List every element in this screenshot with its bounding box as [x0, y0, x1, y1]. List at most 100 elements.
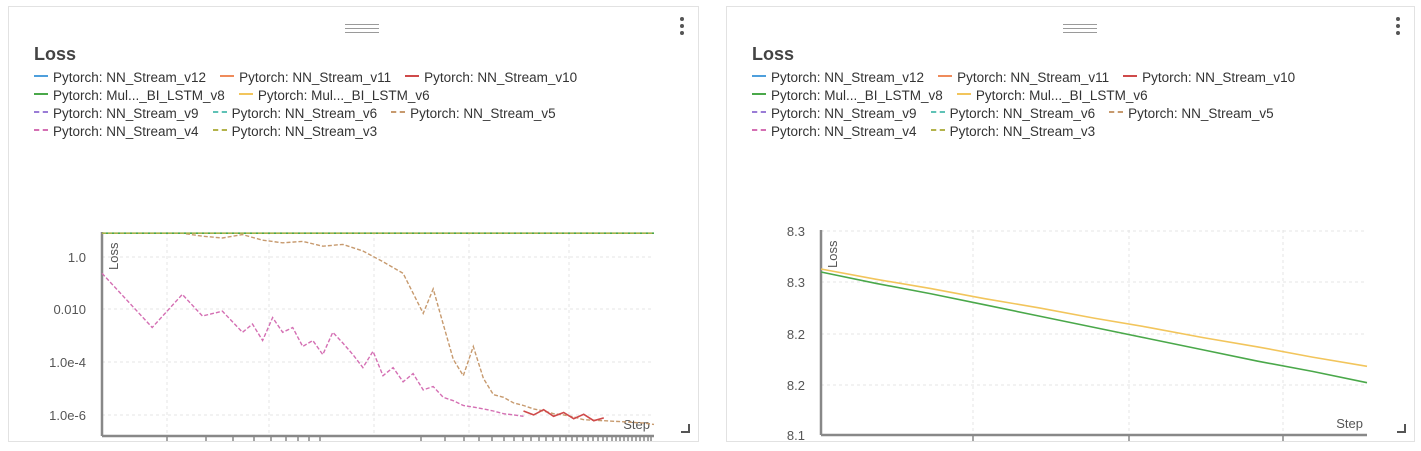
legend-item[interactable]: Pytorch: NN_Stream_v10 [405, 70, 577, 85]
y-tick-label: 8.3 [787, 224, 805, 239]
legend-item[interactable]: Pytorch: NN_Stream_v11 [220, 70, 391, 85]
legend-item[interactable]: Pytorch: NN_Stream_v6 [930, 106, 1096, 121]
legend-swatch [752, 111, 766, 114]
series-line-pytorch-nn-stream-v4[interactable] [101, 272, 524, 417]
legend-swatch [405, 75, 420, 78]
y-tick-label: 1.0 [68, 250, 86, 265]
y-axis-label: Loss [106, 242, 121, 270]
legend-label: Pytorch: NN_Stream_v11 [957, 70, 1110, 85]
series-line-pytorch-mul-bi-lstm-v8[interactable] [820, 271, 1368, 384]
legend-label: Pytorch: NN_Stream_v10 [424, 70, 578, 85]
legend-swatch [34, 93, 48, 96]
legend-swatch [212, 111, 227, 114]
legend-row: Pytorch: NN_Stream_v12 Pytorch: NN_Stream… [752, 69, 1402, 87]
resize-handle[interactable] [681, 424, 690, 433]
legend-item[interactable]: Pytorch: NN_Stream_v11 [938, 70, 1109, 85]
legend-item[interactable]: Pytorch: NN_Stream_v4 [34, 124, 199, 139]
legend-label: Pytorch: NN_Stream_v3 [949, 124, 1096, 139]
drag-handle[interactable] [345, 24, 379, 34]
legend-item[interactable]: Pytorch: Mul..._BI_LSTM_v8 [752, 88, 943, 103]
legend-swatch [1109, 111, 1124, 114]
legend-item[interactable]: Pytorch: NN_Stream_v5 [1109, 106, 1274, 121]
more-menu-icon[interactable] [679, 17, 685, 39]
legend-item[interactable]: Pytorch: NN_Stream_v6 [212, 106, 377, 121]
legend-row: Pytorch: NN_Stream_v9 Pytorch: NN_Stream_… [752, 105, 1402, 123]
series-line-pytorch-nn-stream-v10[interactable] [523, 408, 605, 422]
legend-swatch [220, 75, 235, 78]
legend-label: Pytorch: Mul..._BI_LSTM_v8 [53, 88, 225, 103]
y-tick-label: 1.0e-6 [49, 408, 86, 423]
resize-handle[interactable] [1397, 424, 1406, 433]
legend-item[interactable]: Pytorch: NN_Stream_v4 [752, 124, 917, 139]
legend-swatch [752, 129, 766, 132]
legend-swatch [238, 93, 253, 96]
legend-item[interactable]: Pytorch: Mul..._BI_LSTM_v6 [238, 88, 430, 103]
legend-label: Pytorch: NN_Stream_v4 [53, 124, 199, 139]
loss-chart-card-left: Loss Pytorch: NN_Stream_v12 Pytorch: NN_S… [8, 6, 699, 442]
y-tick-label: 8.2 [787, 327, 805, 342]
series-line-pytorch-mul-bi-lstm-v6[interactable] [820, 268, 1368, 368]
legend-swatch [1123, 75, 1138, 78]
legend-item[interactable]: Pytorch: NN_Stream_v3 [212, 124, 378, 139]
legend-item[interactable]: Pytorch: NN_Stream_v12 [34, 70, 206, 85]
chart-title: Loss [34, 44, 77, 64]
x-axis-label: Step [623, 417, 650, 432]
legend-label: Pytorch: NN_Stream_v3 [231, 124, 378, 139]
grid [102, 232, 654, 436]
legend-row: Pytorch: Mul..._BI_LSTM_v8 Pytorch: Mul..… [34, 87, 684, 105]
legend-swatch [752, 93, 766, 96]
legend-swatch [212, 129, 227, 132]
legend-row: Pytorch: NN_Stream_v4 Pytorch: NN_Stream_… [34, 123, 684, 141]
line-chart[interactable]: 8.3 8.3 8.2 8.2 8.1 Loss Step [727, 7, 1414, 441]
legend-swatch [34, 75, 48, 78]
grid [821, 230, 1367, 436]
legend-item[interactable]: Pytorch: NN_Stream_v5 [391, 106, 556, 121]
legend-label: Pytorch: NN_Stream_v12 [53, 70, 207, 85]
legend-swatch [938, 75, 953, 78]
legend-item[interactable]: Pytorch: Mul..._BI_LSTM_v8 [34, 88, 225, 103]
legend-label: Pytorch: Mul..._BI_LSTM_v6 [257, 88, 430, 103]
legend-label: Pytorch: NN_Stream_v11 [239, 70, 392, 85]
legend-swatch [34, 129, 48, 132]
legend-swatch [930, 111, 945, 114]
legend-item[interactable]: Pytorch: NN_Stream_v12 [752, 70, 924, 85]
legend-item[interactable]: Pytorch: Mul..._BI_LSTM_v6 [956, 88, 1148, 103]
chart-legend: Pytorch: NN_Stream_v12 Pytorch: NN_Stream… [34, 69, 684, 141]
legend-item[interactable]: Pytorch: NN_Stream_v9 [34, 106, 199, 121]
legend-row: Pytorch: NN_Stream_v12 Pytorch: NN_Stream… [34, 69, 684, 87]
y-tick-label: 8.3 [787, 275, 805, 290]
legend-item[interactable]: Pytorch: NN_Stream_v3 [930, 124, 1096, 139]
drag-handle[interactable] [1063, 24, 1097, 34]
legend-label: Pytorch: NN_Stream_v5 [410, 106, 556, 121]
legend-row: Pytorch: NN_Stream_v9 Pytorch: NN_Stream_… [34, 105, 684, 123]
y-axis-label: Loss [825, 240, 840, 268]
legend-label: Pytorch: NN_Stream_v5 [1128, 106, 1274, 121]
y-tick-label: 1.0e-4 [49, 355, 86, 370]
legend-label: Pytorch: Mul..._BI_LSTM_v8 [771, 88, 943, 103]
legend-swatch [391, 111, 406, 114]
y-tick-label: 8.2 [787, 378, 805, 393]
legend-item[interactable]: Pytorch: NN_Stream_v10 [1123, 70, 1295, 85]
legend-row: Pytorch: NN_Stream_v4 Pytorch: NN_Stream_… [752, 123, 1402, 141]
legend-label: Pytorch: Mul..._BI_LSTM_v6 [975, 88, 1148, 103]
y-tick-label: 8.1 [787, 428, 805, 441]
legend-swatch [930, 129, 945, 132]
series-line-pytorch-nn-stream-v5[interactable] [102, 232, 655, 426]
legend-label: Pytorch: NN_Stream_v9 [771, 106, 917, 121]
legend-label: Pytorch: NN_Stream_v4 [771, 124, 917, 139]
legend-swatch [752, 75, 766, 78]
legend-label: Pytorch: NN_Stream_v12 [771, 70, 925, 85]
line-chart[interactable]: 1.0 0.010 1.0e-4 1.0e-6 Loss Step [9, 7, 698, 441]
y-tick-label: 0.010 [53, 302, 86, 317]
chart-legend: Pytorch: NN_Stream_v12 Pytorch: NN_Stream… [752, 69, 1402, 141]
loss-chart-card-right: Loss Pytorch: NN_Stream_v12 Pytorch: NN_S… [726, 6, 1415, 442]
legend-label: Pytorch: NN_Stream_v9 [53, 106, 199, 121]
legend-swatch [34, 111, 48, 114]
x-axis-label: Step [1336, 416, 1363, 431]
legend-swatch [956, 93, 971, 96]
legend-row: Pytorch: Mul..._BI_LSTM_v8 Pytorch: Mul..… [752, 87, 1402, 105]
more-menu-icon[interactable] [1395, 17, 1401, 39]
legend-label: Pytorch: NN_Stream_v6 [949, 106, 1096, 121]
legend-item[interactable]: Pytorch: NN_Stream_v9 [752, 106, 917, 121]
legend-label: Pytorch: NN_Stream_v10 [1142, 70, 1296, 85]
